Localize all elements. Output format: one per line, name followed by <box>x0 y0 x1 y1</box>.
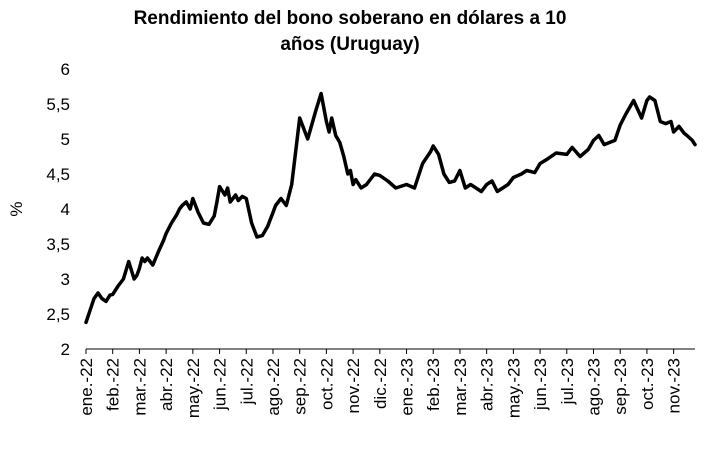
y-tick-label: 3,5 <box>46 235 70 254</box>
y-tick-label: 4 <box>61 200 70 219</box>
series-line-yield <box>84 91 697 325</box>
x-tick-label: feb.-22 <box>104 358 123 411</box>
x-tick-label: ene.-22 <box>77 358 96 416</box>
x-tick-label: may.-22 <box>184 358 203 418</box>
x-tick-label: abr.-22 <box>157 358 176 411</box>
x-tick-label: jun.-22 <box>211 358 230 411</box>
x-tick-label: sep.-23 <box>611 358 630 415</box>
y-tick-label: 5,5 <box>46 95 70 114</box>
x-tick-label: oct.-22 <box>317 358 336 410</box>
y-tick-label: 6 <box>61 60 70 79</box>
x-tick-label: ene.-23 <box>398 358 417 416</box>
x-tick-label: mar.-22 <box>130 358 149 416</box>
x-tick-label: dic.-22 <box>371 358 390 409</box>
chart-title-line-1: Rendimiento del bono soberano en dólares… <box>134 8 567 29</box>
y-tick-label: 4,5 <box>46 165 70 184</box>
y-tick-label: 3 <box>61 270 70 289</box>
x-tick-label: ago.-22 <box>264 358 283 416</box>
x-tick-label: may.-23 <box>504 358 523 418</box>
x-axis-ticks: ene.-22 feb.-22 mar.-22 abr.-22 may.-22 jun.-… <box>77 349 684 418</box>
x-tick-label: mar.-23 <box>451 358 470 416</box>
x-tick-label: ago.-23 <box>585 358 604 416</box>
x-tick-label: oct.-23 <box>638 358 657 410</box>
y-tick-label: 5 <box>61 130 70 149</box>
chart-title-line-2: años (Uruguay) <box>280 34 419 55</box>
y-axis-ticks: 2 2,5 3 3,5 4 4,5 5 5,5 6 <box>46 60 70 359</box>
x-tick-label: nov.-22 <box>344 358 363 413</box>
x-tick-label: jul.-23 <box>558 358 577 405</box>
y-tick-label: 2,5 <box>46 305 70 324</box>
y-axis-label: % <box>7 201 26 216</box>
x-tick-label: abr.-23 <box>478 358 497 411</box>
x-tick-label: nov.-23 <box>665 358 684 413</box>
y-tick-label: 2 <box>61 340 70 359</box>
x-tick-label: jun.-23 <box>531 358 550 411</box>
x-tick-label: feb.-23 <box>424 358 443 411</box>
x-tick-label: jul.-22 <box>237 358 256 405</box>
x-tick-label: sep.-22 <box>291 358 310 415</box>
